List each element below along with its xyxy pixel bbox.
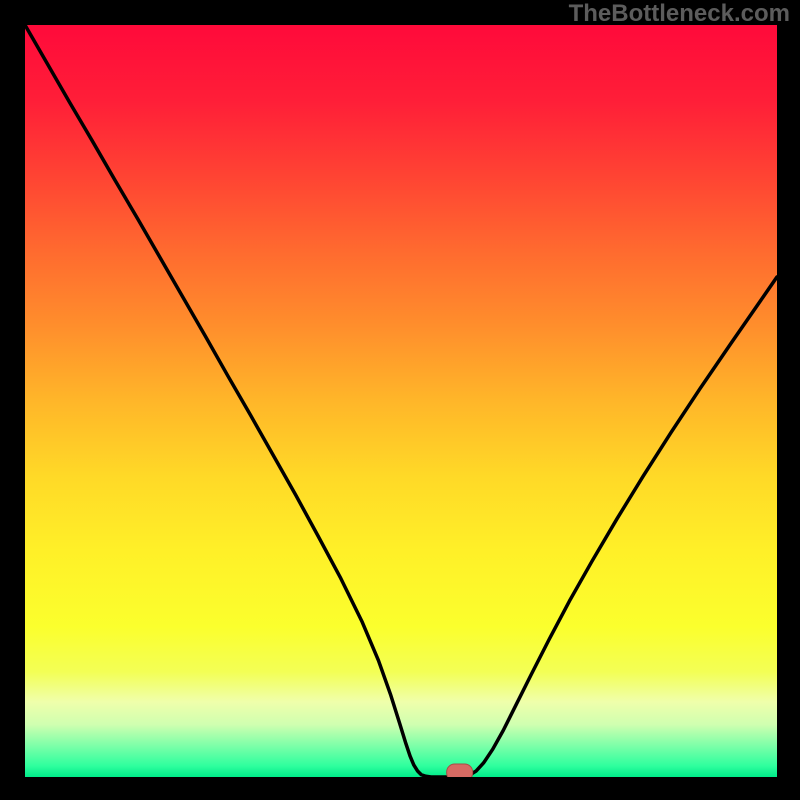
gradient-background <box>25 25 777 777</box>
watermark-text: TheBottleneck.com <box>569 0 790 28</box>
chart-canvas: TheBottleneck.com <box>0 0 800 800</box>
plot-svg <box>25 25 777 777</box>
plot-area <box>25 25 777 777</box>
optimal-marker <box>447 764 473 777</box>
